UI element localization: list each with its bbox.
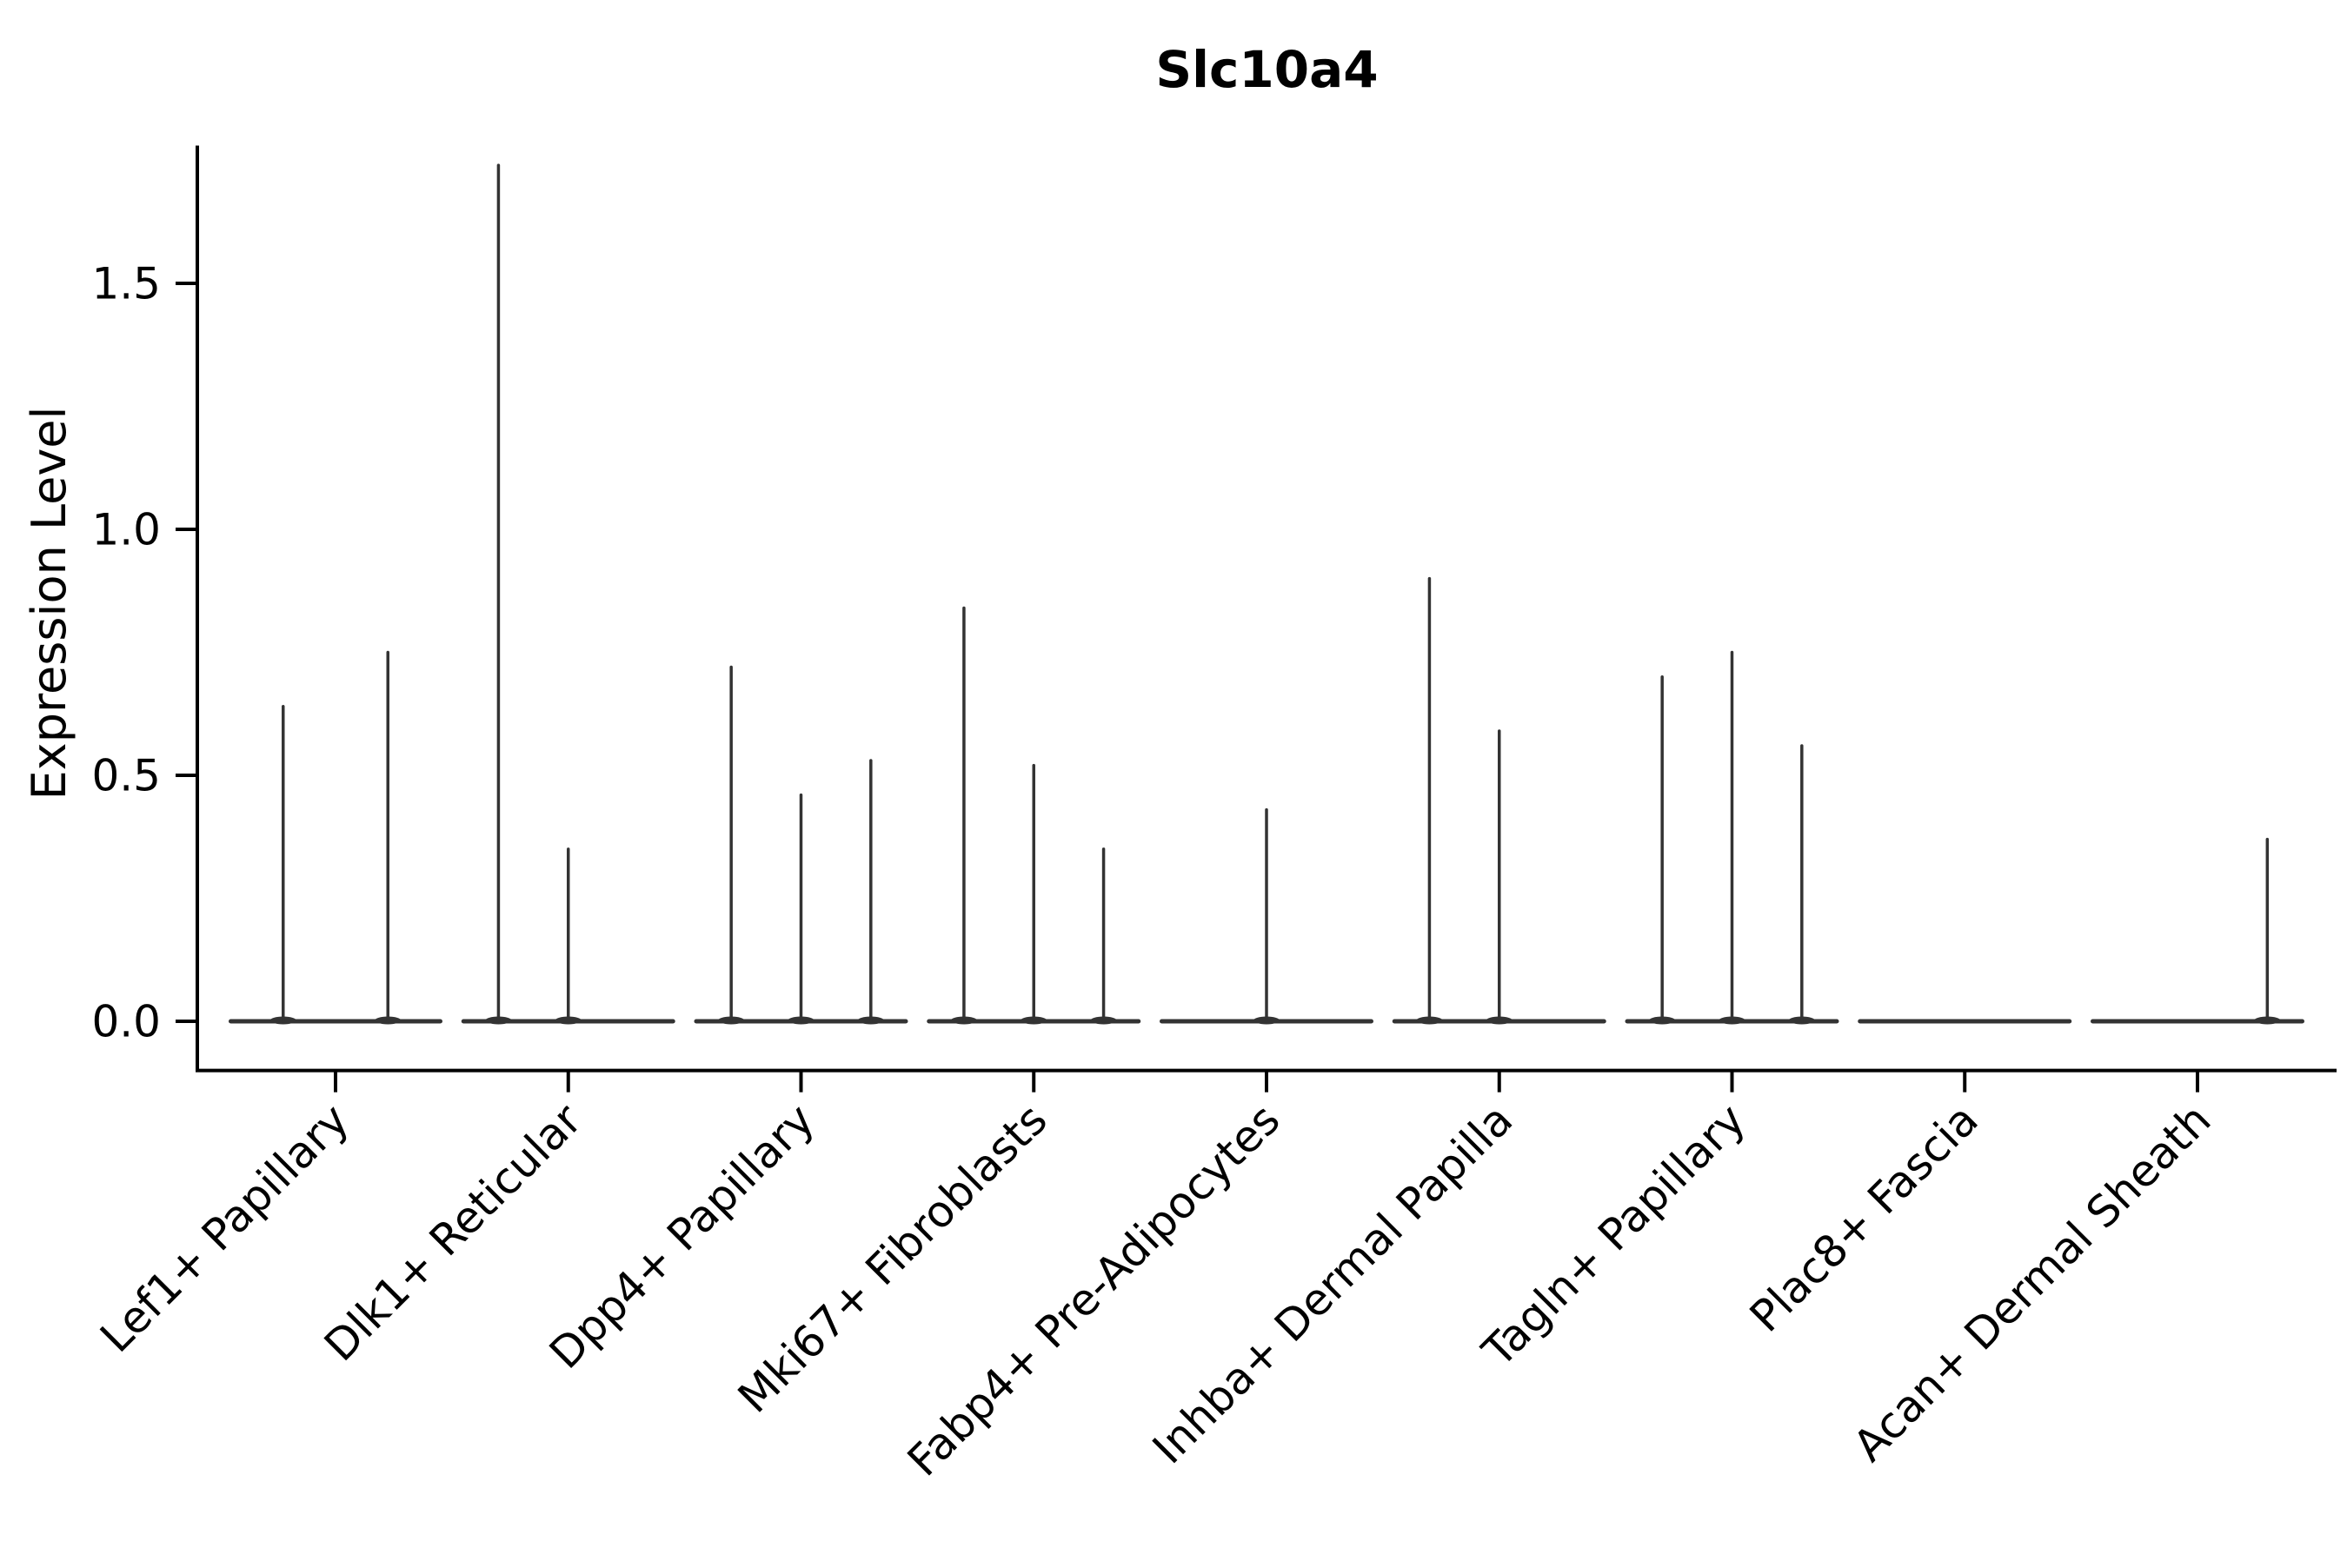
x-tick-label: Dlk1+ Reticular: [315, 1094, 591, 1371]
violin-group: [927, 606, 1141, 1025]
violin-group: [1625, 650, 1839, 1025]
violin-group: [1392, 576, 1606, 1025]
y-tick-label: 0.5: [91, 751, 161, 801]
x-tick-label: Plac8+ Fascia: [1740, 1094, 1988, 1342]
violin-group: [461, 163, 675, 1025]
violin-group: [2091, 837, 2304, 1025]
plot-title: Slc10a4: [1155, 40, 1378, 99]
y-axis-label: Expression Level: [22, 406, 76, 800]
y-tick-label: 1.0: [91, 505, 161, 555]
x-tick-label: Lef1+ Papillary: [90, 1094, 358, 1362]
violin-group: [229, 650, 442, 1025]
violin-group: [1160, 807, 1373, 1025]
x-tick-label: Fabp4+ Pre-Adipocytes: [898, 1094, 1290, 1486]
y-tick-label: 0.0: [91, 997, 161, 1047]
violin-group: [694, 665, 908, 1025]
y-tick-label: 1.5: [91, 259, 161, 309]
